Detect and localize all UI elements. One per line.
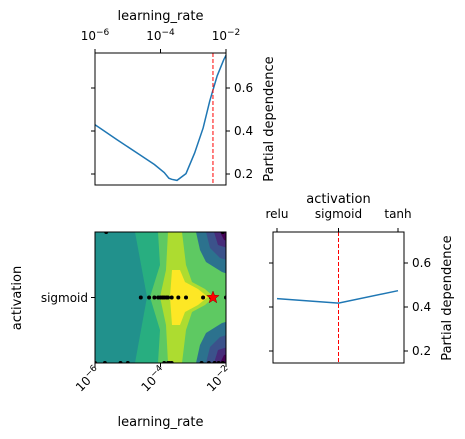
best-point-star [206, 290, 220, 304]
sample-point [152, 295, 157, 300]
contour-xtick-label-3: 10−2 [203, 364, 234, 395]
act-ylabel: Partial dependence [440, 235, 455, 360]
act-ytick-label-04: 0.4 [412, 300, 431, 314]
contour-level-8 [220, 232, 226, 241]
learning-rate-panel: 10−6 10−4 10−2 learning_rate 0.6 0.4 0.2… [81, 9, 277, 186]
lr-ytick-label-04: 0.4 [234, 124, 253, 138]
lr-xlabel: learning_rate [118, 9, 204, 24]
sample-point [184, 295, 188, 300]
learning-rate-line [94, 53, 227, 185]
contour-plot-area [95, 232, 226, 363]
activation-dependence-series [276, 289, 399, 304]
sample-point [169, 295, 174, 300]
sample-point [166, 295, 170, 300]
learning-rate-axes-frame [94, 52, 227, 186]
lr-xtick-label-1: 10−6 [81, 28, 110, 43]
act-xlabel: activation [306, 192, 370, 207]
lr-ylabel: Partial dependence [262, 56, 277, 181]
contour-xtick-label-1: 10−6 [72, 363, 103, 394]
act-xtick-label-relu: relu [266, 207, 289, 221]
contour-panel: sigmoid activation 10−6 10−4 10−2 learni… [10, 231, 234, 430]
sample-point [138, 295, 143, 300]
sample-point [147, 295, 152, 300]
contour-level-8b [220, 354, 226, 363]
act-ytick-label-02: 0.2 [412, 344, 431, 358]
lr-dependence-series [94, 54, 227, 182]
contour-level-4 [170, 270, 208, 325]
sample-point [176, 295, 181, 300]
activation-line [276, 232, 399, 363]
sample-point [201, 295, 206, 300]
contour-xlabel: learning_rate [118, 415, 204, 430]
contour-ylabel: activation [10, 266, 25, 330]
lr-xtick-label-3: 10−2 [212, 28, 241, 43]
contour-xtick-label-2: 10−4 [138, 363, 169, 394]
contour-ytick-label-sigmoid: sigmoid [41, 291, 88, 305]
act-xtick-label-sigmoid: sigmoid [315, 207, 362, 221]
lr-ytick-label-02: 0.2 [234, 167, 253, 181]
lr-xtick-label-2: 10−4 [146, 28, 175, 43]
lr-ytick-label-06: 0.6 [234, 81, 253, 95]
activation-panel: relu sigmoid tanh activation 0.6 0.4 0.2… [266, 192, 455, 364]
act-xtick-label-tanh: tanh [384, 207, 411, 221]
act-ytick-label-06: 0.6 [412, 256, 431, 270]
best-point-layer [206, 290, 220, 304]
